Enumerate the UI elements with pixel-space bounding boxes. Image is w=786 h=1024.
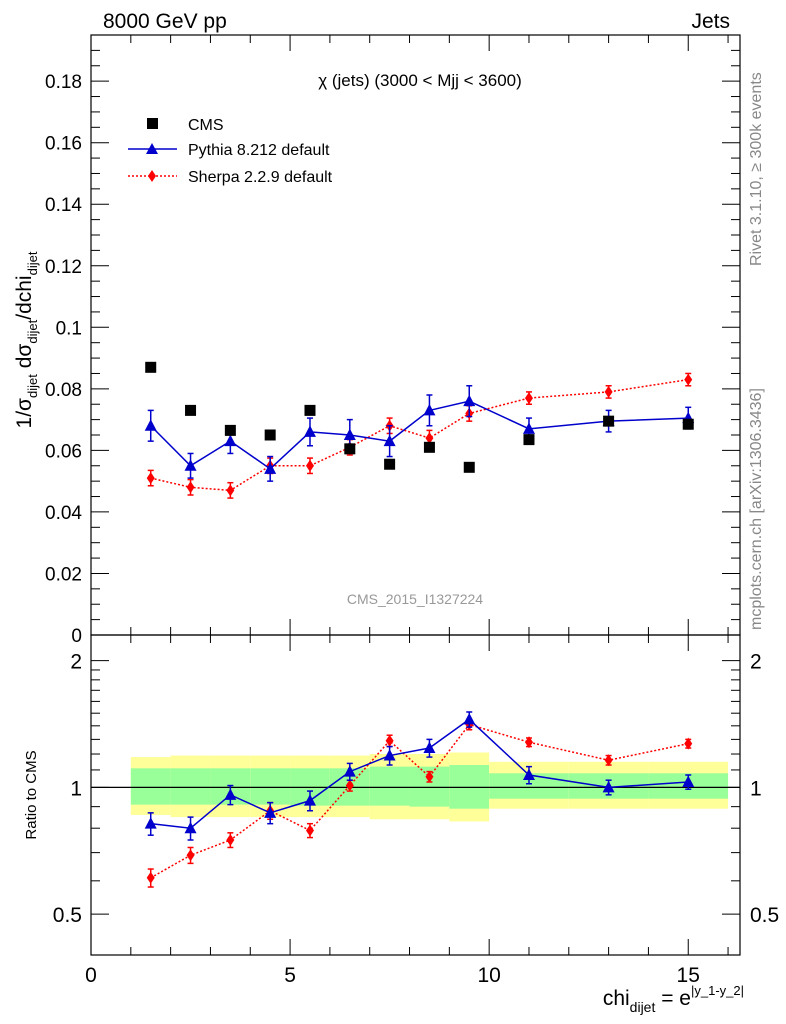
mcplots-label: mcplots.cern.ch [arXiv:1306.3436] [748,388,765,630]
ratio-pythia-point [602,780,615,793]
band-inner [170,768,211,805]
sherpa-point [226,484,235,497]
ratio-pythia-point [423,741,436,754]
ratio-sherpa-point [186,849,195,862]
legend-label-sherpa: Sherpa 2.2.9 default [188,169,333,186]
main-ylabel: 1/σdijet dσdijet/dchidijet [13,251,40,428]
ratio-pythia-point [463,712,476,725]
ratio-y-tick-label-right: 2 [750,651,762,674]
legend-label-pythia: Pythia 8.212 default [188,142,330,159]
sherpa-point [186,481,195,494]
cms-point [185,404,197,416]
ratio-pythia-point [682,775,695,787]
legend-marker-cms [147,118,158,129]
x-tick-label: 5 [284,964,296,987]
ratio-sherpa-point [524,736,533,749]
band-inner [369,766,410,806]
pythia-point [224,434,237,447]
header-left: 8000 GeV pp [103,10,227,33]
ratio-y-tick-label: 2 [70,651,82,674]
pythia-point [383,434,396,447]
watermark: CMS_2015_I1327224 [347,591,483,607]
x-tick-label: 15 [677,964,700,987]
main-data-layer [144,361,695,499]
ratio-pythia-point [184,821,197,834]
cms-point [304,404,316,416]
band-inner [130,768,171,805]
sherpa-point [425,432,434,445]
cms-point [384,458,396,470]
band-inner [250,768,291,805]
ratio-pythia-point [522,768,535,780]
pythia-point [264,462,277,474]
ratio-y-tick-label: 1 [70,777,82,800]
ratio-sherpa-point [226,834,235,847]
ratio-y-tick-label: 0.5 [53,904,82,927]
pythia-point [184,459,197,471]
cms-point [603,415,615,427]
ratio-pythia-point [144,817,157,829]
ratio-sherpa-point [604,754,613,767]
x-tick-label: 10 [477,964,500,987]
legend-marker-pythia [146,143,158,154]
y-tick-label: 0.16 [45,134,82,155]
cms-point [523,434,535,446]
pythia-point [343,428,356,440]
header-right: Jets [691,10,730,33]
sherpa-point [146,472,155,485]
legend: CMS Pythia 8.212 default Sherpa 2.2.9 de… [128,117,333,186]
ratio-sherpa-point [684,737,693,750]
cms-point [344,443,356,455]
cms-point [224,424,236,436]
pythia-line [150,400,689,470]
ratio-pythia-point [383,749,396,761]
ratio-data-layer [91,711,740,888]
ratio-pythia-line [150,718,689,829]
sherpa-point [684,373,693,386]
y-tick-label: 0.04 [45,503,82,524]
ratio-pythia-point [303,794,316,806]
rivet-label: Rivet 3.1.10, ≥ 300k events [748,72,765,266]
cms-point [145,361,157,373]
chart-title: χ (jets) (3000 < Mjj < 3600) [318,71,522,90]
y-tick-label: 0.02 [45,564,82,585]
y-tick-label: 0.12 [45,257,82,278]
legend-marker-sherpa [148,170,156,182]
ratio-sherpa-point [146,871,155,884]
sherpa-line [150,378,689,492]
pythia-point [423,403,436,416]
ratio-y-tick-label-right: 0.5 [750,904,779,927]
ratio-y-tick-label-right: 1 [750,777,762,800]
pythia-point [303,425,316,437]
ratio-sherpa-point [385,734,394,747]
x-tick-label: 0 [85,964,97,987]
legend-label-cms: CMS [188,117,224,134]
y-tick-label: 0 [71,626,82,647]
ratio-frame [90,634,741,956]
ratio-sherpa-point [305,824,314,837]
ratio-sherpa-point [425,770,434,783]
cms-point [682,418,694,430]
ratio-sherpa-point [345,779,354,792]
sherpa-point [604,385,613,398]
cms-point [264,429,276,441]
pythia-point [463,394,476,407]
xlabel: chidijet = e|y_1-y_2| [603,983,744,1015]
y-tick-label: 0.06 [45,441,82,462]
ratio-ylabel: Ratio to CMS [23,750,40,839]
ratio-pythia-point [343,765,356,777]
cms-point [463,461,475,473]
ratio-pythia-point [264,806,277,818]
cms-point [423,441,435,453]
y-tick-label: 0.08 [45,380,82,401]
pythia-point [144,419,157,431]
sherpa-point [524,392,533,405]
ratio-pythia-point [224,788,237,800]
sherpa-point [305,459,314,472]
y-tick-label: 0.14 [45,195,82,216]
pythia-point [522,422,535,434]
y-tick-label: 0.18 [45,72,82,93]
y-tick-label: 0.1 [56,318,82,339]
